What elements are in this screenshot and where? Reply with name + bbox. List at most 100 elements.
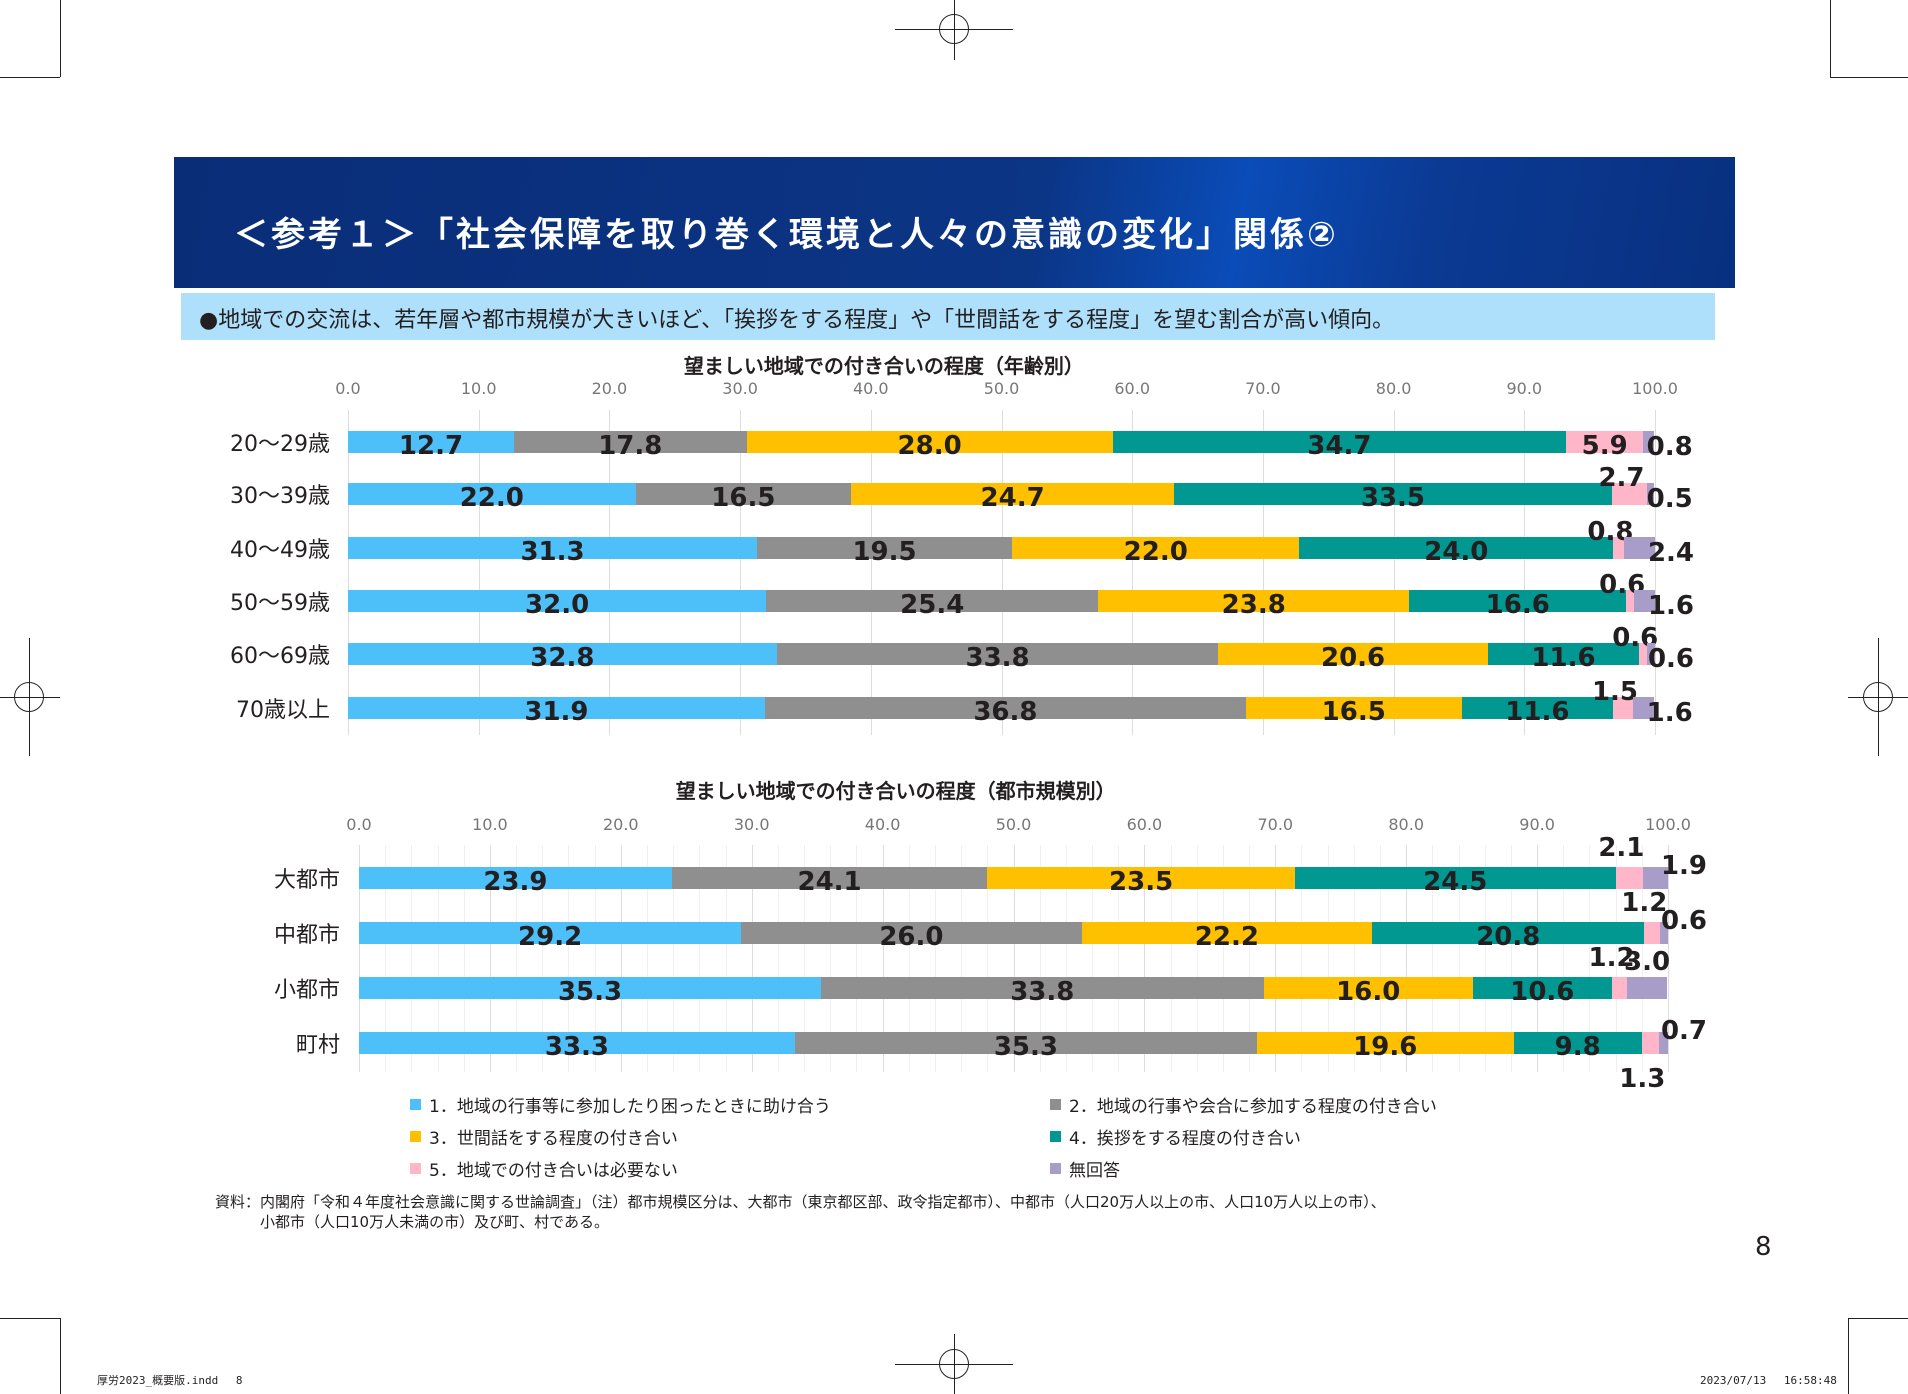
x-tick-label: 50.0 [983,379,1020,398]
data-label: 33.8 [965,643,1030,673]
bar-segment-help-each-other [348,537,758,559]
bar-segment-not-needed [1615,867,1644,889]
minor-gridline [1039,845,1041,1072]
minor-gridline [1380,845,1382,1072]
minor-gridline [1510,845,1512,1072]
legend-swatch [1050,1099,1061,1110]
data-label: 25.4 [900,590,965,620]
legend-label: 3．世間話をする程度の付き合い [429,1129,678,1149]
data-label: 1.5 [1591,677,1638,707]
crop-mark [0,77,60,78]
bar-segment-greetings [1487,643,1640,665]
crop-mark [1830,0,1831,77]
minor-gridline [385,845,387,1072]
minor-gridline [1641,845,1643,1072]
minor-gridline [1170,845,1172,1072]
minor-gridline [987,845,989,1072]
data-label: 2.7 [1598,463,1645,493]
data-label: 1.2 [1588,943,1635,973]
minor-gridline [646,845,648,1072]
bar-segment-not-needed [1566,431,1644,453]
legend-item: 3．世間話をする程度の付き合い [410,1124,678,1149]
minor-gridline [777,845,779,1072]
bar-segment-no-answer [1658,1032,1668,1054]
bar-segment-events-meetings [776,643,1219,665]
data-label: 22.2 [1194,922,1259,952]
minor-gridline [804,845,806,1072]
bar-segment-no-answer [1623,537,1655,559]
minor-gridline [1458,845,1460,1072]
x-tick-label: 80.0 [1375,379,1412,398]
data-label: 1.9 [1660,851,1708,881]
gridline [1013,845,1015,1072]
data-label: 16.0 [1336,977,1401,1007]
bar-segment-not-needed [1613,537,1624,559]
registration-mark [939,1349,969,1379]
data-label: 11.6 [1505,697,1570,727]
gridline [1524,410,1526,735]
gridline [882,845,884,1072]
legend-swatch [410,1131,421,1142]
data-label: 17.8 [598,431,663,461]
gridline [620,845,622,1072]
data-label: 1.6 [1647,591,1695,621]
minor-gridline [961,845,963,1072]
bar-segment-no-answer [1647,643,1655,665]
x-tick-label: 100.0 [1645,815,1691,834]
x-tick-label: 10.0 [472,815,508,834]
gridline [1655,410,1656,735]
legend-label: 4．挨拶をする程度の付き合い [1069,1129,1301,1149]
bar-segment-no-answer [1643,867,1668,889]
category-label: 60～69歳 [230,644,330,669]
data-label: 36.8 [973,697,1038,727]
x-tick-label: 40.0 [852,379,889,398]
minor-gridline [1118,845,1120,1072]
bar-segment-help-each-other [359,922,742,944]
data-label: 5.9 [1581,431,1628,461]
bar-segment-small-talk [1263,977,1473,999]
data-label: 2.4 [1647,538,1695,568]
legend-swatch [410,1163,421,1174]
data-label: 28.0 [897,431,962,461]
bar-segment-events-meetings [757,537,1012,559]
data-label: 10.6 [1510,977,1575,1007]
minor-gridline [437,845,439,1072]
data-label: 34.7 [1307,431,1372,461]
gridline [1001,410,1003,735]
bar-segment-small-talk [1218,643,1488,665]
minor-gridline [1065,845,1067,1072]
data-label: 0.8 [1646,432,1693,462]
bar-segment-small-talk [1245,697,1462,719]
data-label: 19.6 [1353,1032,1418,1062]
crop-mark [0,1318,60,1319]
data-label: 33.8 [1010,977,1075,1007]
minor-gridline [542,845,544,1072]
x-tick-label: 70.0 [1257,815,1294,834]
x-tick-label: 10.0 [460,379,497,398]
data-label: 0.6 [1647,644,1695,674]
data-label: 23.8 [1221,590,1286,620]
gridline [751,845,753,1072]
data-label: 24.7 [980,483,1045,513]
minor-gridline [516,845,518,1072]
minor-gridline [463,845,465,1072]
data-label: 22.0 [459,483,524,513]
bar-segment-no-answer [1627,977,1667,999]
bar-segment-greetings [1112,431,1567,453]
chart-title: 望ましい地域での付き合いの程度（年齢別） [683,354,1084,378]
bar-segment-no-answer [1660,922,1668,944]
crop-mark [60,1318,61,1394]
gridline [1275,845,1277,1072]
x-tick-label: 80.0 [1388,815,1424,834]
minor-gridline [1222,845,1224,1072]
data-label: 0.6 [1660,906,1708,936]
data-label: 24.0 [1424,537,1489,567]
bar-segment-small-talk [1098,590,1410,612]
data-label: 35.3 [557,977,623,1007]
gridline [1262,410,1264,735]
gridline [1537,845,1539,1072]
x-tick-label: 30.0 [733,815,770,834]
page-title: ＜参考１＞「社会保障を取り巻く環境と人々の意識の変化」関係② [234,215,1339,255]
bar-segment-help-each-other [348,483,636,505]
bar-segment-help-each-other [348,643,777,665]
